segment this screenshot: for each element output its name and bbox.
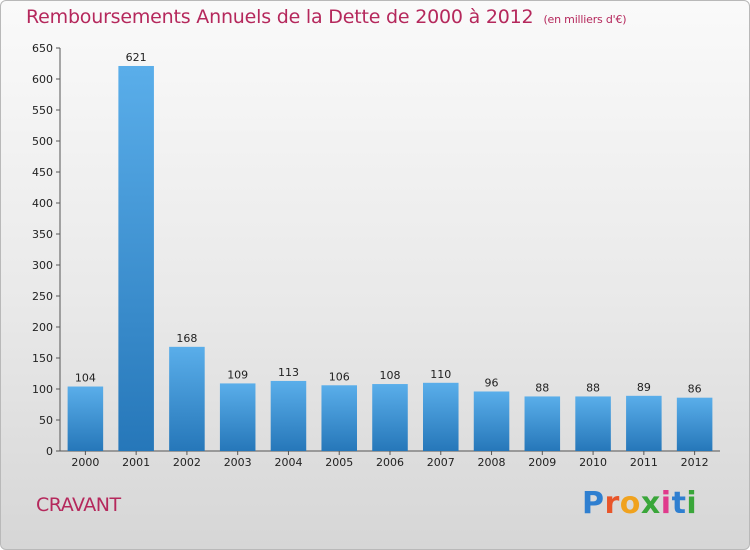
x-tick-label: 2000 xyxy=(71,456,99,469)
data-label: 110 xyxy=(430,368,451,381)
data-label: 89 xyxy=(637,381,651,394)
y-tick-label: 500 xyxy=(32,135,53,148)
data-label: 96 xyxy=(485,376,499,389)
bar-2005 xyxy=(321,385,357,451)
logo-letter: i xyxy=(660,486,672,521)
logo-letter: r xyxy=(604,486,620,521)
logo-letter: x xyxy=(640,486,661,521)
data-label: 621 xyxy=(126,51,147,64)
commune-name: CRAVANT xyxy=(36,494,121,516)
y-tick-label: 450 xyxy=(32,166,53,179)
chart-bars xyxy=(67,65,713,451)
y-tick-label: 100 xyxy=(32,383,53,396)
bar-2003 xyxy=(219,383,256,451)
x-tick-label: 2006 xyxy=(376,456,404,469)
y-tick-label: 650 xyxy=(32,42,53,55)
logo-letter: P xyxy=(582,486,605,521)
y-tick-label: 600 xyxy=(32,73,53,86)
chart-axes: 0 50 100 150 200 250 300 350 400 450 500 550 600 650 2… xyxy=(32,42,720,469)
data-label: 113 xyxy=(278,366,299,379)
bar-2011 xyxy=(626,395,662,451)
y-tick-label: 50 xyxy=(39,414,53,427)
data-label: 104 xyxy=(75,372,96,385)
proxiti-logo: Proxiti xyxy=(582,486,697,521)
x-tick-label: 2010 xyxy=(579,456,607,469)
bar-2012 xyxy=(676,397,713,451)
logo-letter: i xyxy=(686,486,698,521)
logo-letter: o xyxy=(619,486,641,521)
data-label: 88 xyxy=(586,381,600,394)
bar-2009 xyxy=(524,396,561,451)
bar-2004 xyxy=(270,380,307,451)
bar-2010 xyxy=(575,396,611,451)
x-tick-label: 2002 xyxy=(173,456,201,469)
x-tick-label: 2009 xyxy=(528,456,556,469)
chart-unit-label: (en milliers d'€) xyxy=(543,13,627,26)
x-tick-label: 2011 xyxy=(630,456,658,469)
data-label: 168 xyxy=(176,332,197,345)
x-tick-label: 2007 xyxy=(427,456,455,469)
x-tick-label: 2008 xyxy=(478,456,506,469)
bar-2006 xyxy=(372,384,408,451)
y-tick-label: 550 xyxy=(32,104,53,117)
data-label: 109 xyxy=(227,368,248,381)
logo-letter: t xyxy=(671,486,687,521)
bar-2002 xyxy=(169,346,205,451)
y-tick-label: 200 xyxy=(32,321,53,334)
bar-2008 xyxy=(473,391,510,451)
data-label: 108 xyxy=(380,369,401,382)
bar-2000 xyxy=(67,386,104,451)
chart-title: Remboursements Annuels de la Dette de 20… xyxy=(26,6,627,28)
y-tick-label: 300 xyxy=(32,259,53,272)
chart-data-labels: 104 621 168 109 113 106 108 110 96 88 88 89 86 xyxy=(75,51,702,396)
x-tick-label: 2001 xyxy=(122,456,150,469)
y-tick-label: 250 xyxy=(32,290,53,303)
x-tick-label: 2005 xyxy=(325,456,353,469)
y-tick-label: 150 xyxy=(32,352,53,365)
x-tick-label: 2012 xyxy=(681,456,709,469)
y-tick-label: 0 xyxy=(46,445,53,458)
bar-2001 xyxy=(118,65,154,451)
x-tick-label: 2003 xyxy=(224,456,252,469)
bar-2007 xyxy=(423,382,459,451)
chart-title-text: Remboursements Annuels de la Dette de 20… xyxy=(26,6,534,28)
y-tick-label: 400 xyxy=(32,197,53,210)
data-label: 88 xyxy=(535,381,549,394)
y-tick-label: 350 xyxy=(32,228,53,241)
data-label: 106 xyxy=(329,370,350,383)
data-label: 86 xyxy=(688,383,702,396)
x-tick-label: 2004 xyxy=(274,456,302,469)
